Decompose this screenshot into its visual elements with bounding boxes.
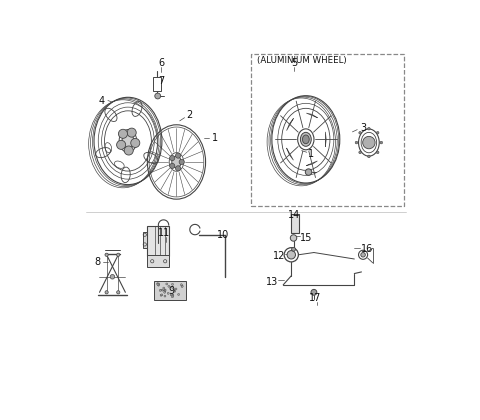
Circle shape [166,283,168,285]
Circle shape [164,289,166,291]
Circle shape [311,289,317,295]
Circle shape [171,284,173,285]
Circle shape [124,146,133,155]
Circle shape [174,290,176,292]
Circle shape [110,275,115,279]
Circle shape [171,296,173,298]
Text: 5: 5 [291,58,297,68]
Circle shape [131,139,140,147]
Circle shape [164,291,166,293]
Circle shape [376,131,379,134]
Text: 13: 13 [266,277,279,286]
Circle shape [164,289,166,291]
Circle shape [161,289,163,291]
Circle shape [161,294,163,296]
Circle shape [117,291,120,294]
Ellipse shape [172,156,181,168]
Circle shape [380,141,383,144]
Circle shape [368,155,370,158]
Circle shape [291,247,296,251]
Circle shape [158,283,160,285]
Text: 16: 16 [361,244,373,254]
Circle shape [176,166,180,171]
Circle shape [159,289,161,291]
Text: 9: 9 [168,286,175,297]
Circle shape [155,93,161,99]
Text: 15: 15 [300,233,312,243]
Text: (ALUMINIUM WHEEL): (ALUMINIUM WHEEL) [257,56,346,65]
Circle shape [181,286,183,287]
Circle shape [355,141,358,144]
Circle shape [359,131,361,134]
Ellipse shape [302,135,309,144]
Circle shape [117,140,126,150]
Bar [143,231,147,248]
Circle shape [105,253,108,256]
Bar [155,281,186,300]
Circle shape [127,128,136,137]
Text: 1: 1 [212,133,218,143]
Circle shape [368,127,370,130]
Circle shape [176,153,180,158]
Circle shape [363,136,375,149]
Circle shape [164,295,166,297]
Text: 10: 10 [217,230,229,240]
Bar [153,77,161,92]
Circle shape [361,252,365,257]
Circle shape [175,288,177,290]
Circle shape [169,163,175,168]
Text: 7: 7 [158,76,164,86]
Circle shape [359,151,361,154]
Ellipse shape [300,132,311,146]
Circle shape [180,284,182,286]
Circle shape [376,151,379,154]
Bar [291,214,300,233]
Circle shape [172,294,174,296]
Bar [147,226,168,256]
Text: 14: 14 [288,210,300,220]
Text: 11: 11 [158,228,170,238]
Circle shape [172,294,174,297]
Circle shape [157,284,159,286]
Circle shape [181,285,183,287]
Text: 12: 12 [273,251,286,261]
Circle shape [119,129,128,138]
Text: 4: 4 [99,95,105,105]
Text: 17: 17 [309,293,321,303]
Circle shape [163,287,165,289]
Text: 6: 6 [158,58,164,68]
Ellipse shape [122,133,134,149]
Circle shape [178,294,180,295]
Text: 3: 3 [360,123,366,133]
FancyBboxPatch shape [251,54,405,206]
Circle shape [117,253,120,256]
Text: 2: 2 [186,110,192,120]
Circle shape [305,169,312,175]
Circle shape [172,286,174,289]
Circle shape [287,251,296,259]
Circle shape [170,294,172,296]
Circle shape [160,294,162,296]
Circle shape [167,292,169,294]
Circle shape [179,159,184,165]
Circle shape [105,291,108,294]
Bar [147,255,168,267]
Circle shape [290,235,297,241]
Circle shape [169,155,175,160]
Text: 1: 1 [308,149,314,159]
Circle shape [156,283,158,285]
Circle shape [157,284,159,286]
Text: 8: 8 [94,257,100,267]
Circle shape [168,285,170,287]
